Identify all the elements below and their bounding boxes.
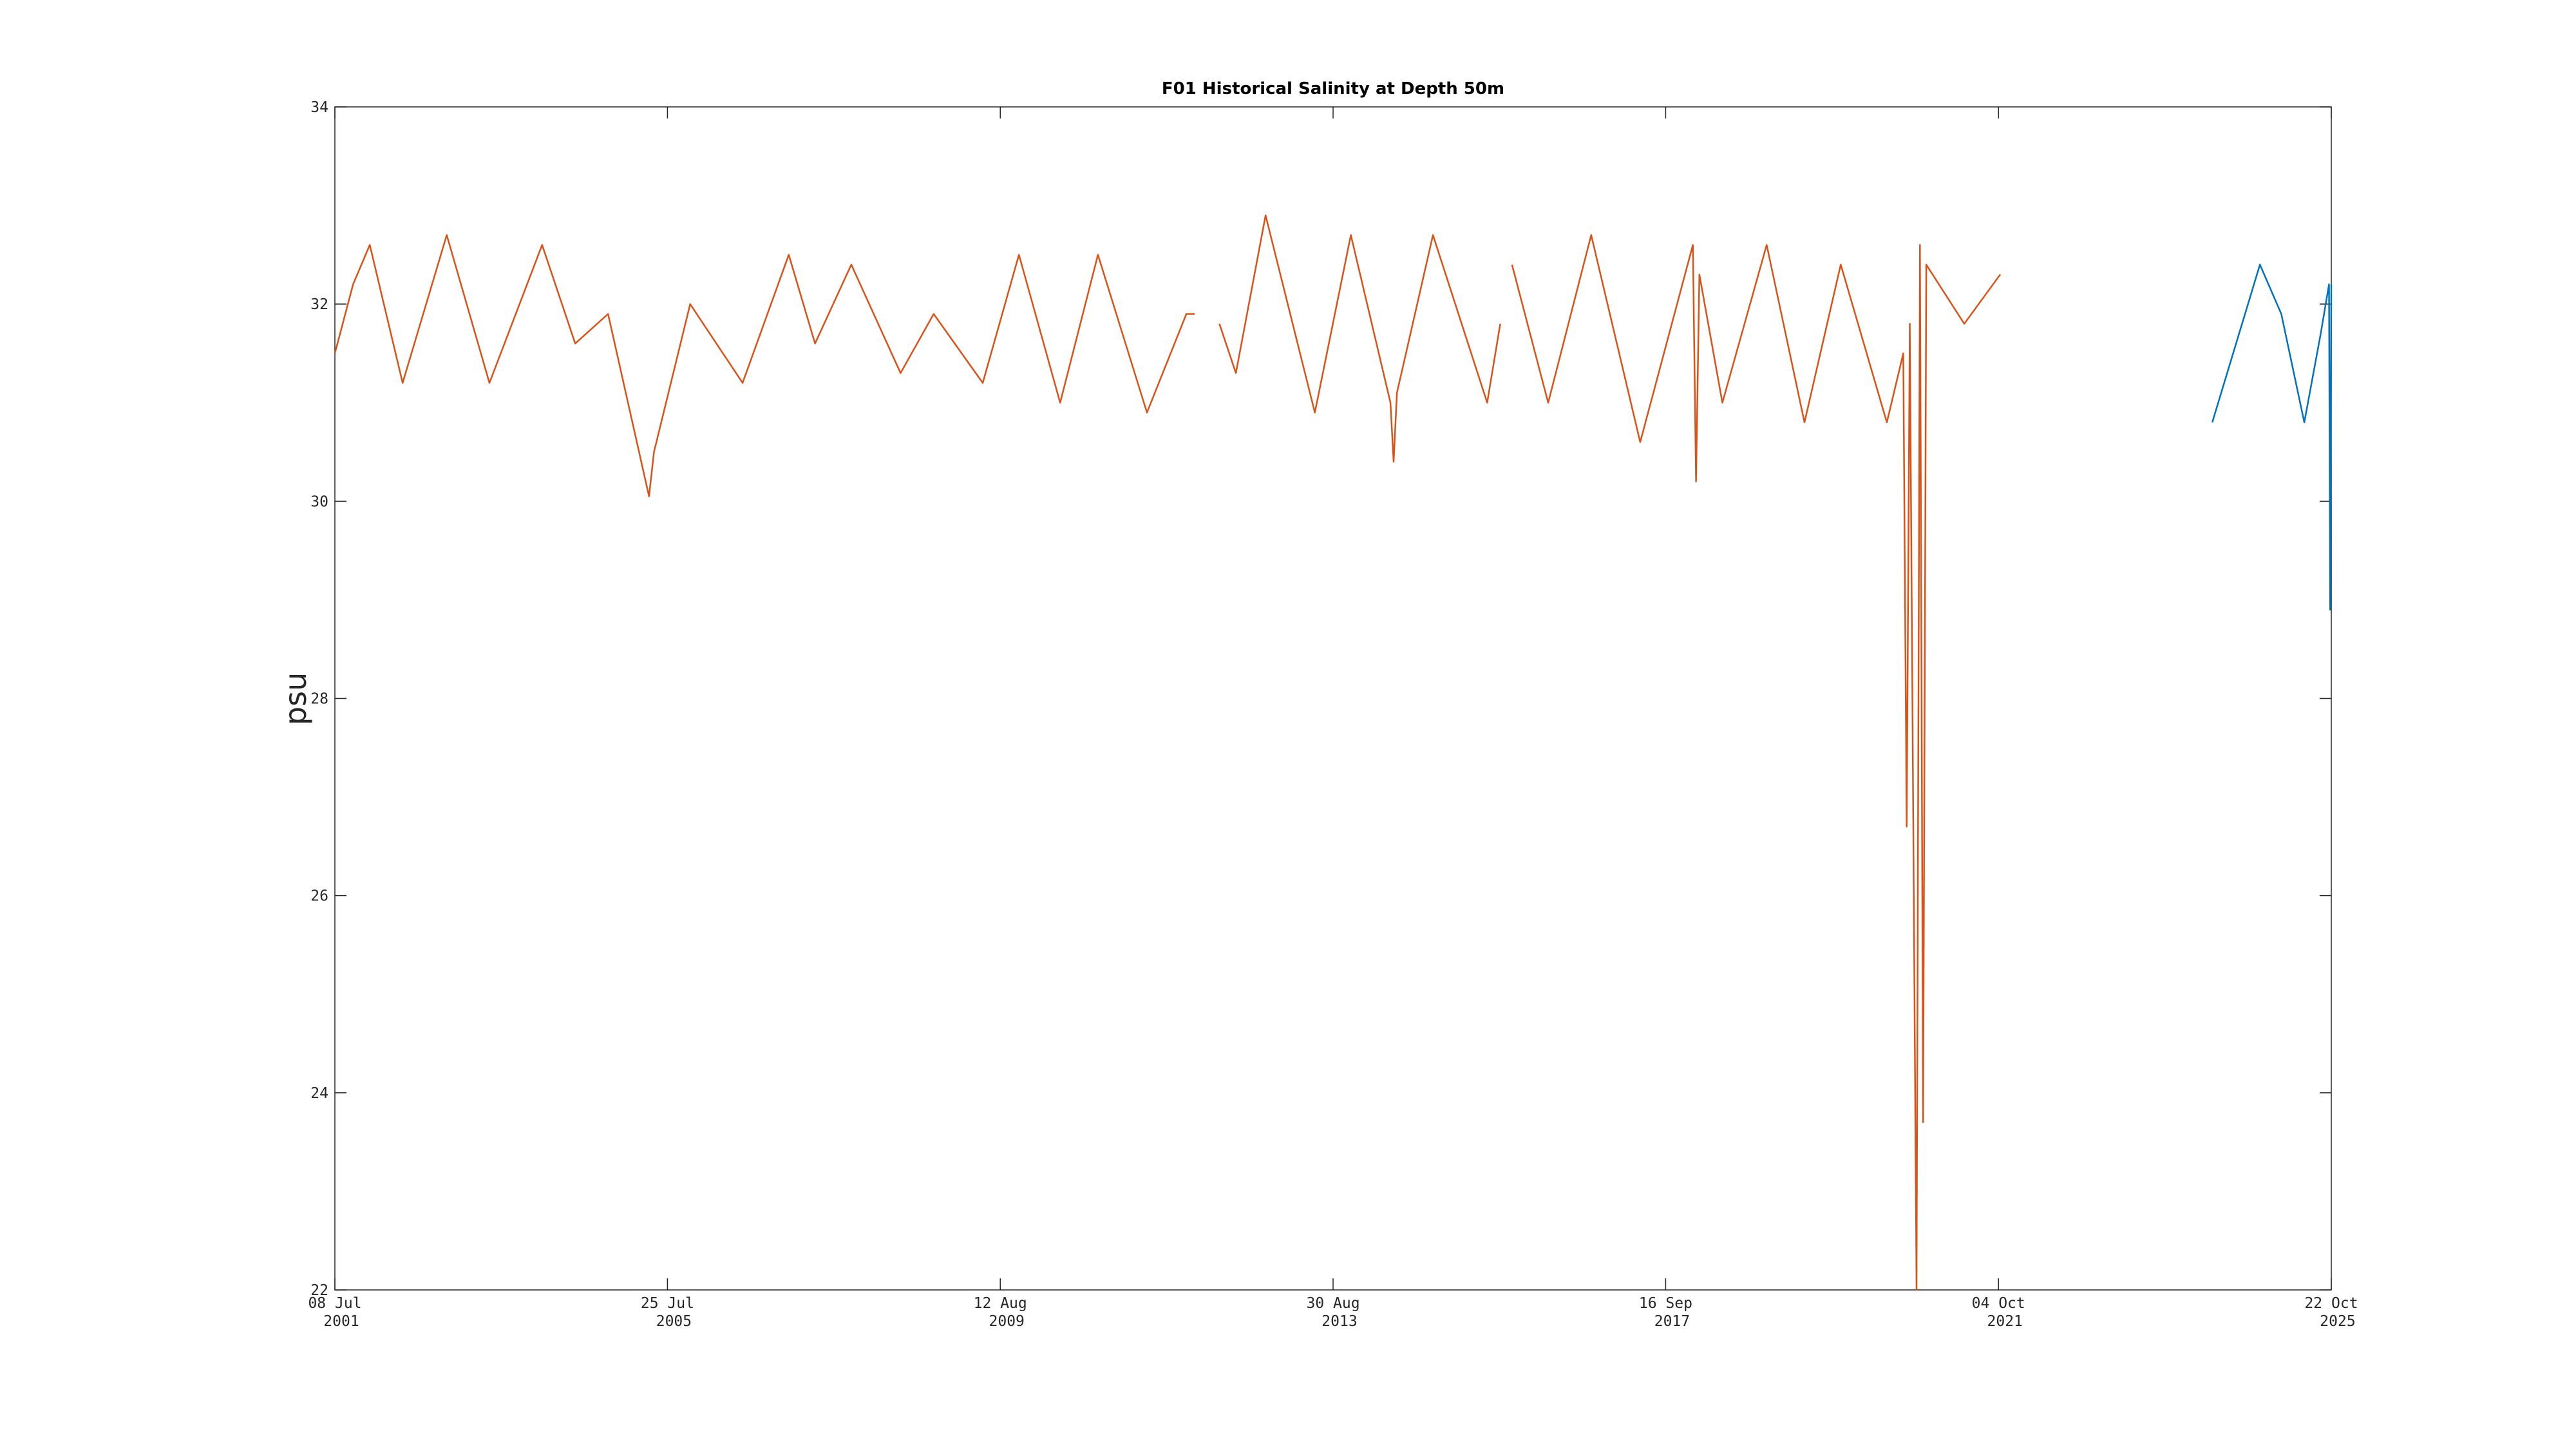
x-tick-label: 04 Oct (1972, 1295, 2025, 1312)
x-tick-label: 12 Aug (974, 1295, 1027, 1312)
y-tick-label: 28 (310, 691, 328, 708)
y-tick-label: 22 (310, 1282, 328, 1299)
y-axis-label: psu (278, 672, 313, 725)
x-tick-label: 2001 (323, 1313, 359, 1330)
x-tick-label: 30 Aug (1306, 1295, 1359, 1312)
chart-title: F01 Historical Salinity at Depth 50m (1162, 79, 1504, 99)
plot-frame (334, 106, 2332, 1291)
x-tick-label: 08 Jul (308, 1295, 361, 1312)
x-tick-label: 2005 (656, 1313, 692, 1330)
y-tick-label: 34 (310, 99, 328, 116)
y-tick-label: 32 (310, 296, 328, 313)
x-tick-label: 2017 (1654, 1313, 1690, 1330)
x-tick-label: 22 Oct (2304, 1295, 2358, 1312)
x-tick-label: 2009 (989, 1313, 1025, 1330)
data-line (334, 214, 2002, 1291)
x-tick-label: 2025 (2320, 1313, 2355, 1330)
y-tick-label: 26 (310, 888, 328, 905)
x-tick-label: 2013 (1321, 1313, 1357, 1330)
x-tick-label: 2021 (1987, 1313, 2023, 1330)
x-tick-label: 16 Sep (1639, 1295, 1692, 1312)
data-line (2211, 263, 2333, 611)
y-tick-label: 24 (310, 1085, 328, 1102)
x-tick-label: 25 Jul (641, 1295, 694, 1312)
y-tick-label: 30 (310, 493, 328, 510)
